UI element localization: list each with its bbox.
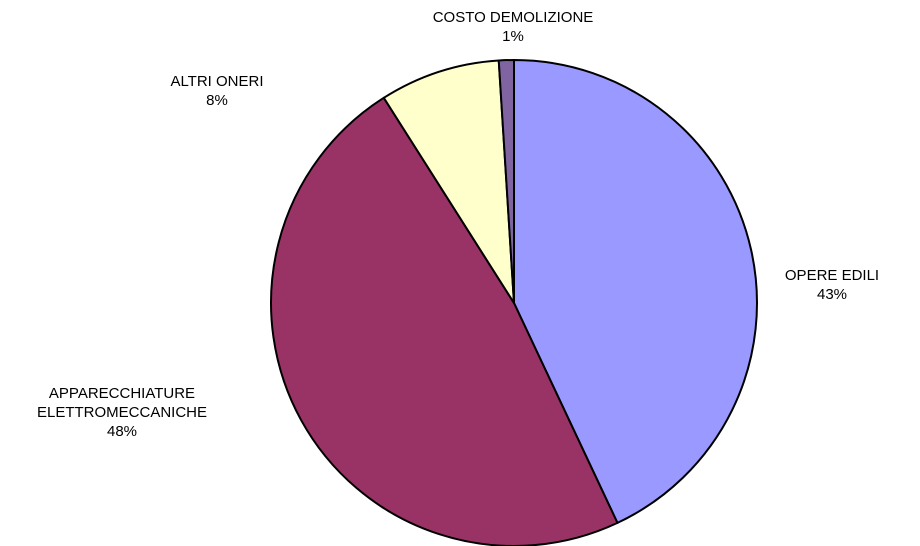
- slice-percent-label: 43%: [817, 286, 847, 303]
- slice-name-label: COSTO DEMOLIZIONE: [433, 9, 594, 26]
- data-label-apparecchiature-elettromeccaniche: APPARECCHIATURE ELETTROMECCANICHE 48%: [37, 385, 207, 440]
- slice-name-label: ALTRI ONERI: [170, 73, 263, 90]
- data-label-costo-demolizione: COSTO DEMOLIZIONE 1%: [433, 9, 594, 45]
- pie-slice-altri-oneri: [382, 59, 515, 304]
- slice-percent-label: 48%: [107, 423, 137, 440]
- slice-name-label: APPARECCHIATURE: [49, 385, 195, 402]
- slice-percent-label: 1%: [502, 28, 524, 45]
- slice-name-label: ELETTROMECCANICHE: [37, 404, 207, 421]
- slice-name-label: OPERE EDILI: [785, 267, 879, 284]
- pie-slice-opere-edili: [513, 59, 758, 524]
- slice-percent-label: 8%: [206, 92, 228, 109]
- data-label-altri-oneri: ALTRI ONERI 8%: [170, 73, 263, 109]
- data-label-opere-edili: OPERE EDILI 43%: [785, 267, 879, 303]
- pie-slice-costo-demolizione: [497, 59, 515, 304]
